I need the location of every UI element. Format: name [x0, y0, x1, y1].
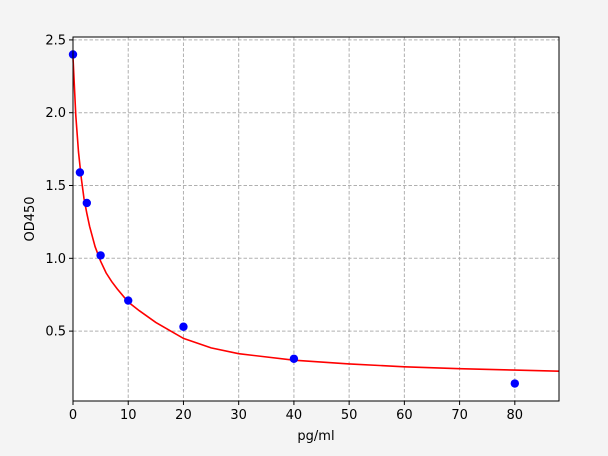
- x-tick-label: 80: [507, 408, 524, 423]
- y-axis: 0.5 1.0 1.5 2.0 2.5: [45, 33, 73, 340]
- plot-frame: [72, 36, 560, 402]
- data-point: [96, 251, 105, 260]
- x-tick-label: 50: [341, 408, 358, 423]
- y-axis-label: OD450: [23, 196, 38, 241]
- y-tick-label: 2.0: [45, 106, 66, 121]
- y-tick-label: 0.5: [45, 325, 66, 340]
- x-tick-label: 10: [120, 408, 137, 423]
- y-tick-label: 1.5: [45, 179, 66, 194]
- data-points-layer: [68, 50, 520, 388]
- x-tick-label: 60: [396, 408, 413, 423]
- grid: [72, 37, 559, 401]
- x-tick-label: 70: [451, 408, 468, 423]
- x-axis: 0 10 20 30 40 50 60 70 80: [69, 401, 523, 423]
- data-point: [75, 168, 85, 177]
- y-tick-label: 1.0: [45, 252, 66, 267]
- data-point: [510, 379, 520, 388]
- data-point: [124, 296, 133, 305]
- x-tick-label: 20: [175, 408, 192, 423]
- data-point: [289, 354, 299, 363]
- data-point: [82, 198, 92, 208]
- x-axis-label: pg/ml: [297, 429, 334, 444]
- x-tick-label: 40: [286, 408, 303, 423]
- y-tick-label: 2.5: [45, 33, 66, 48]
- fit-curve-layer: [72, 57, 560, 372]
- data-point: [179, 322, 188, 331]
- x-tick-label: 0: [69, 408, 77, 423]
- fit-curve: [72, 57, 560, 372]
- x-tick-label: 30: [230, 408, 247, 423]
- plot-area: [73, 37, 559, 401]
